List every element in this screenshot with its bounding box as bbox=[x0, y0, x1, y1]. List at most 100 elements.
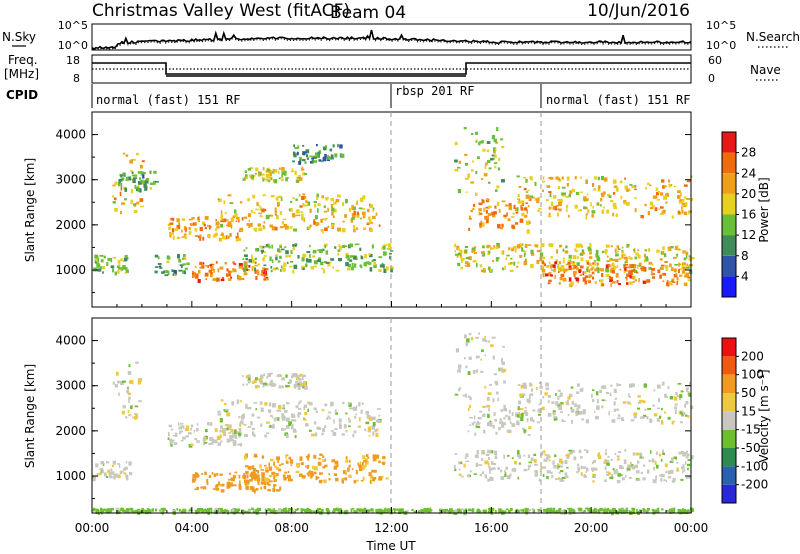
velocity-cell bbox=[641, 456, 644, 459]
power-cell bbox=[94, 254, 99, 259]
power-cell bbox=[318, 150, 322, 154]
power-cell bbox=[335, 269, 340, 272]
power-cell bbox=[609, 257, 611, 262]
power-cell bbox=[248, 219, 250, 222]
velocity-cell bbox=[292, 510, 296, 514]
power-cell bbox=[157, 256, 160, 260]
power-cell bbox=[144, 179, 149, 184]
velocity-cell bbox=[265, 470, 269, 473]
velocity-cell bbox=[546, 454, 550, 457]
power-cell bbox=[520, 204, 522, 209]
power-cell bbox=[367, 208, 370, 213]
power-cell bbox=[275, 256, 278, 261]
power-cell bbox=[578, 269, 581, 273]
velocity-cell bbox=[278, 385, 281, 389]
power-cell bbox=[308, 259, 312, 263]
velocity-cell bbox=[287, 385, 290, 388]
power-cell bbox=[607, 264, 610, 269]
power-cell bbox=[245, 258, 248, 261]
velocity-cell bbox=[226, 481, 231, 486]
velocity-cell bbox=[134, 405, 139, 408]
velocity-cell bbox=[659, 474, 663, 477]
power-cell bbox=[225, 273, 229, 277]
power-cell bbox=[517, 198, 519, 201]
velocity-cell bbox=[351, 468, 354, 470]
power-cell bbox=[272, 168, 275, 172]
velocity-cell bbox=[520, 384, 525, 389]
power-cell bbox=[688, 256, 692, 261]
velocity-cell bbox=[256, 385, 260, 388]
power-cell bbox=[157, 263, 162, 265]
velocity-cell bbox=[233, 474, 235, 478]
velocity-cell bbox=[475, 462, 479, 467]
power-cell bbox=[491, 154, 495, 157]
velocity-cell bbox=[492, 425, 495, 429]
velocity-cell bbox=[564, 459, 568, 464]
velocity-cell bbox=[585, 467, 589, 472]
power-cell bbox=[677, 195, 681, 199]
power-cell bbox=[651, 205, 655, 208]
power-cell bbox=[593, 261, 597, 264]
velocity-cell bbox=[342, 470, 347, 475]
power-cell bbox=[625, 264, 628, 266]
power-cell bbox=[354, 243, 359, 246]
velocity-cell bbox=[268, 462, 271, 467]
velocity-cell bbox=[174, 432, 178, 437]
power-cell bbox=[322, 156, 327, 162]
power-cell bbox=[523, 207, 527, 211]
velocity-cell bbox=[582, 466, 586, 469]
power-cell bbox=[611, 280, 616, 284]
velocity-cell bbox=[427, 509, 432, 513]
power-cell bbox=[586, 261, 590, 265]
power-cell bbox=[229, 233, 232, 237]
power-cell bbox=[265, 170, 268, 173]
x-tick-label: 20:00 bbox=[574, 521, 609, 535]
colorbar-swatch bbox=[722, 448, 736, 467]
velocity-cell bbox=[260, 478, 263, 481]
power-cell bbox=[327, 264, 331, 267]
velocity-cell bbox=[210, 510, 213, 513]
power-cell bbox=[217, 198, 220, 201]
power-cell bbox=[331, 224, 335, 227]
power-cell bbox=[140, 205, 144, 208]
velocity-cell bbox=[566, 507, 569, 510]
power-cell bbox=[690, 257, 695, 260]
power-cell bbox=[213, 269, 216, 273]
power-cell bbox=[270, 171, 275, 174]
velocity-cell bbox=[591, 461, 594, 465]
velocity-cell bbox=[298, 408, 302, 410]
freq-panel-frame bbox=[91, 54, 692, 84]
power-cell bbox=[323, 210, 328, 213]
power-cell bbox=[651, 268, 654, 271]
velocity-cell bbox=[604, 510, 609, 514]
velocity-cell bbox=[125, 416, 128, 419]
velocity-cell bbox=[196, 423, 199, 426]
power-cell bbox=[685, 251, 689, 256]
power-cell bbox=[666, 282, 670, 287]
velocity-cell bbox=[196, 440, 200, 443]
power-cell bbox=[338, 257, 342, 262]
power-cell bbox=[487, 215, 490, 220]
power-cell bbox=[597, 269, 600, 274]
power-cell bbox=[640, 215, 644, 219]
velocity-cell bbox=[124, 466, 128, 470]
velocity-cell bbox=[632, 510, 635, 515]
velocity-cell bbox=[230, 477, 234, 481]
velocity-cell bbox=[310, 475, 313, 479]
velocity-cell bbox=[209, 436, 214, 441]
velocity-cell bbox=[348, 419, 351, 423]
velocity-cell bbox=[480, 370, 484, 373]
velocity-cell bbox=[358, 402, 361, 407]
velocity-cell bbox=[475, 355, 480, 359]
velocity-cell bbox=[570, 407, 573, 410]
velocity-cell bbox=[295, 462, 300, 467]
velocity-cell bbox=[483, 413, 486, 416]
power-cell bbox=[125, 176, 129, 181]
power-cell bbox=[199, 261, 203, 265]
velocity-cell bbox=[345, 456, 348, 460]
power-cell bbox=[254, 269, 257, 274]
velocity-cell bbox=[677, 395, 680, 398]
velocity-cell bbox=[485, 453, 490, 456]
power-cell bbox=[623, 264, 626, 269]
power-cell bbox=[263, 278, 266, 281]
